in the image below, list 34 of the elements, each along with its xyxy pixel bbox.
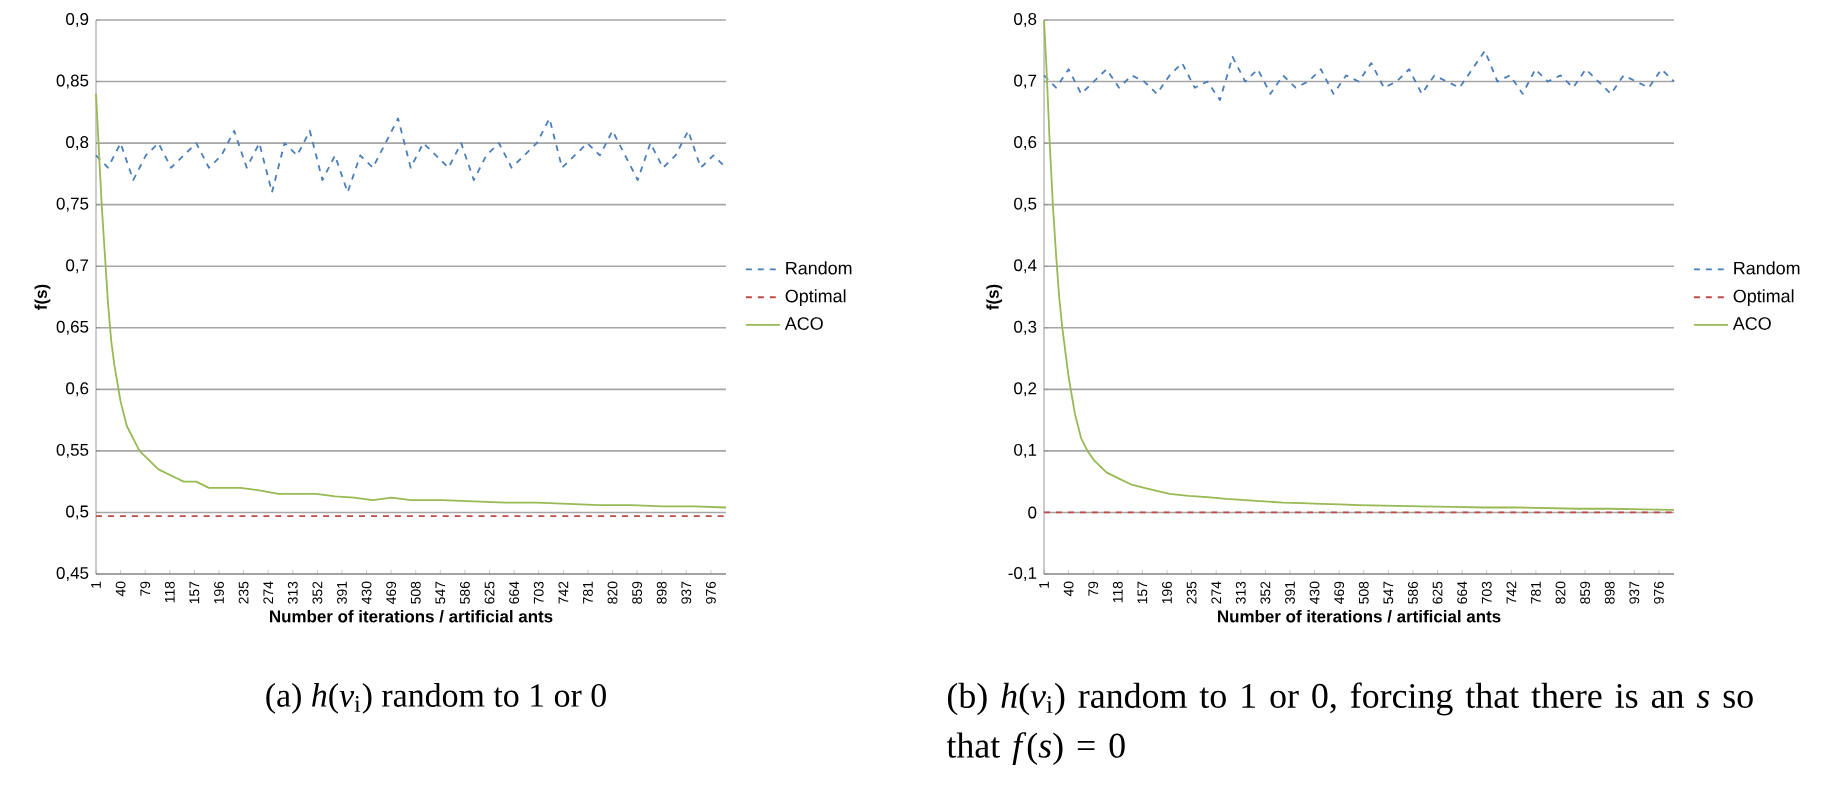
y-tick-label: 0,7	[66, 259, 89, 274]
line-series	[95, 117, 727, 194]
text: (a) h(v$_{i}$) random to 1 or 0	[266, 683, 606, 714]
y-tick-label: 0,8	[1014, 13, 1037, 27]
legend-label: Optimal	[785, 289, 846, 306]
legend-label: Random	[1734, 261, 1800, 275]
legend-label: Optimal	[1733, 289, 1794, 306]
y-tick-label: 0,6	[1014, 136, 1037, 151]
y-tick-label: 0,6	[66, 382, 89, 397]
y-tick-label: 0,7	[1014, 74, 1037, 89]
y-tick-label: 0,4	[1014, 259, 1037, 274]
y-tick-label: 0	[1028, 506, 1037, 519]
line-series	[1043, 49, 1675, 101]
legend-label: Random	[786, 261, 852, 275]
y-tick-label: 0,85	[56, 74, 89, 89]
x-axis-title: Number of iterations / artificial ants	[1218, 609, 1501, 623]
y-axis-title: f(s)	[34, 284, 51, 310]
legend-label: ACO	[1732, 317, 1771, 330]
legend-label: ACO	[784, 317, 823, 330]
x-axis-title: Number of iterations / artificial ants	[270, 609, 553, 623]
text: (b) h(v$_{i}$) random to 1 or 0, forcing that there is an s so that f(s) = 0	[946, 682, 1753, 766]
y-tick-label: -0,1	[1008, 567, 1037, 581]
y-axis-title: f(s)	[986, 284, 1003, 310]
y-tick-label: 0,45	[56, 567, 89, 581]
y-tick-label: 0,5	[66, 505, 89, 520]
y-tick-label: 0,3	[1014, 320, 1037, 335]
y-tick-label: 0,8	[66, 136, 89, 151]
y-tick-label: 0,75	[56, 197, 89, 212]
y-tick-label: 0,5	[1014, 197, 1037, 212]
y-tick-label: 0,2	[1014, 382, 1037, 397]
y-tick-label: 0,1	[1014, 443, 1037, 458]
y-tick-label: 0,9	[66, 13, 89, 27]
y-tick-label: 0,65	[56, 320, 89, 335]
y-tick-label: 0,55	[56, 443, 89, 458]
